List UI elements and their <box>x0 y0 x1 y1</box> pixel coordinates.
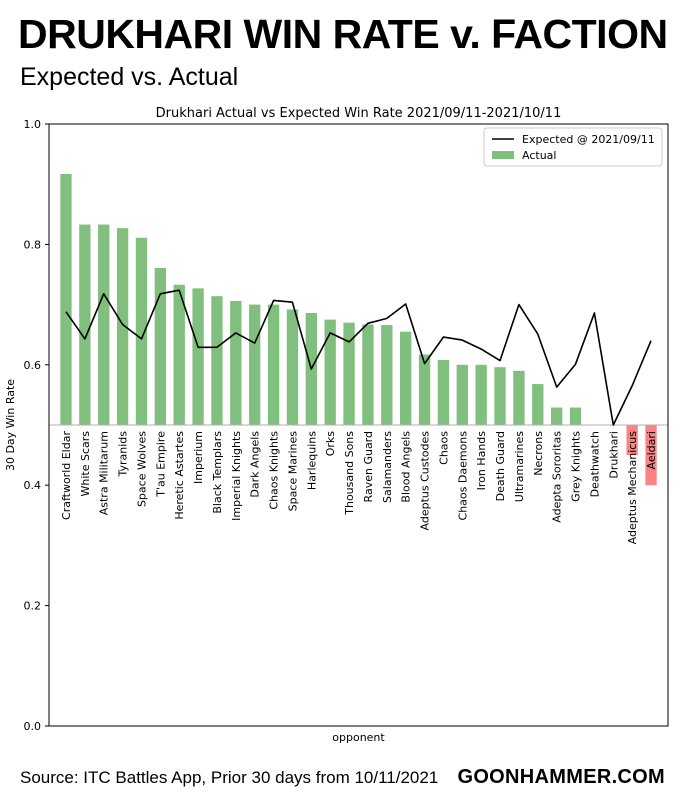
x-tick-label: Ultramarines <box>513 431 526 502</box>
bar-actual <box>116 228 129 425</box>
x-tick-label: Chaos Daemons <box>456 431 469 521</box>
bar-actual <box>513 370 525 425</box>
bar-actual <box>267 304 280 425</box>
bar-actual <box>626 425 638 456</box>
x-tick-label: Tyranids <box>117 431 130 478</box>
x-tick-label: Imperial Knights <box>230 431 243 521</box>
bar-actual <box>456 364 468 425</box>
headline: DRUKHARI WIN RATE v. FACTION <box>18 11 668 57</box>
bar-actual <box>249 304 261 425</box>
x-tick-label: Iron Hands <box>475 431 488 491</box>
y-tick-label: 1.0 <box>24 118 42 131</box>
x-tick-label: Chaos <box>437 431 450 465</box>
bar-actual <box>286 309 299 425</box>
source-note: Source: ITC Battles App, Prior 30 days f… <box>20 768 439 787</box>
bar-actual <box>494 367 506 425</box>
x-tick-label: Chaos Knights <box>268 431 281 510</box>
x-axis-label: opponent <box>332 731 385 744</box>
y-tick-label: 0.4 <box>24 479 42 492</box>
bar-actual <box>135 237 148 425</box>
x-tick-label: Black Templars <box>211 431 224 514</box>
y-tick-label: 0.2 <box>24 600 42 613</box>
bar-actual <box>324 319 336 425</box>
x-tick-label: Drukhari <box>607 431 620 479</box>
subheadline: Expected vs. Actual <box>20 63 239 91</box>
legend-label-actual: Actual <box>522 149 556 162</box>
x-tick-label: White Scars <box>79 431 92 497</box>
bar-actual <box>532 384 544 425</box>
x-tick-label: Space Wolves <box>135 431 148 507</box>
y-tick-label: 0.0 <box>24 720 42 733</box>
x-tick-label: Aeldari <box>645 431 658 469</box>
bar-actual <box>230 300 242 425</box>
expected-line <box>65 289 652 426</box>
x-tick-label: Adeptus Mechanicus <box>626 431 639 545</box>
y-axis-label: 30 Day Win Rate <box>4 379 17 471</box>
bar-actual <box>79 224 91 425</box>
x-tick-label: Harlequins <box>305 431 318 490</box>
x-tick-label: Orks <box>324 431 337 457</box>
bar-actual <box>211 296 223 425</box>
bar-actual <box>569 407 582 425</box>
bar-actual <box>343 322 355 425</box>
x-tick-label: Grey Knights <box>570 431 583 502</box>
legend-box <box>483 127 663 167</box>
bar-actual <box>192 288 204 425</box>
x-tick-label: Thousand Sons <box>343 431 356 516</box>
x-tick-label: Blood Angels <box>400 431 413 503</box>
x-tick-label: Adeptus Custodes <box>419 431 432 531</box>
bar-actual <box>173 284 185 425</box>
bar-actual <box>154 267 167 425</box>
x-tick-label: Craftworld Eldar <box>60 431 73 520</box>
x-tick-label: Raven Guard <box>362 431 375 502</box>
y-tick-label: 0.8 <box>24 238 42 251</box>
bar-actual <box>550 407 563 425</box>
bar-actual <box>98 224 110 425</box>
bar-actual <box>418 354 431 425</box>
x-tick-label: Deathwatch <box>588 431 601 497</box>
x-tick-label: Heretic Astartes <box>173 431 186 520</box>
plot-frame <box>48 123 669 727</box>
x-tick-label: Adepta Sororitas <box>551 431 564 523</box>
chart-title: Drukhari Actual vs Expected Win Rate 202… <box>156 106 562 121</box>
x-tick-label: Astra Militarum <box>98 431 111 515</box>
bar-actual <box>362 324 374 425</box>
x-tick-label: Dark Angels <box>249 431 262 498</box>
bar-actual <box>400 331 412 425</box>
brand-label: GOONHAMMER.COM <box>457 766 665 788</box>
bar-actual <box>60 173 72 425</box>
x-tick-label: Necrons <box>532 431 545 476</box>
x-tick-label: Salamanders <box>381 431 394 503</box>
legend-label-expected: Expected @ 2021/09/11 <box>522 133 655 146</box>
legend-swatch-actual <box>492 151 514 159</box>
x-tick-label: Space Marines <box>286 431 299 512</box>
x-tick-label: Imperium <box>192 431 205 484</box>
y-tick-label: 0.6 <box>24 359 42 372</box>
bar-actual <box>381 325 393 425</box>
bar-actual <box>437 359 450 425</box>
x-tick-label: T'au Empire <box>154 431 167 498</box>
bar-actual <box>645 425 657 486</box>
x-tick-label: Death Guard <box>494 431 507 501</box>
bar-actual <box>475 364 487 425</box>
